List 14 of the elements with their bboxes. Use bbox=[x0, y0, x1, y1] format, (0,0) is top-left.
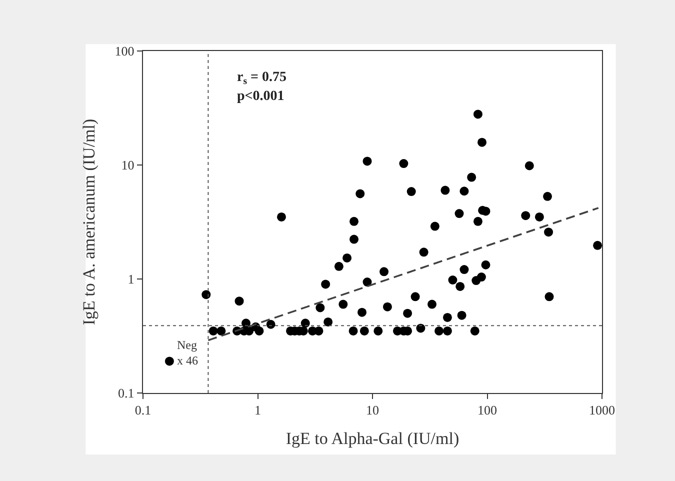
y-tick-label: 10 bbox=[121, 158, 134, 173]
annotation: Neg x 46 bbox=[177, 338, 198, 368]
x-tick-label: 1000 bbox=[589, 402, 615, 418]
x-tick-label: 1 bbox=[254, 402, 261, 418]
y-axis-title: IgE to A. americanum (IU/ml) bbox=[79, 118, 98, 326]
x-tick-label: 100 bbox=[478, 402, 497, 418]
y-tick-label: 0.1 bbox=[118, 386, 134, 401]
annotation: r$_{s}$ = 0.75 bbox=[237, 70, 287, 87]
x-tick-label: 0.1 bbox=[134, 402, 152, 418]
x-axis-title: IgE to Alpha-Gal (IU/ml) bbox=[286, 429, 460, 448]
y-tick-label: 1 bbox=[128, 272, 134, 287]
x-tick-label: 10 bbox=[366, 402, 379, 418]
y-tick-label: 100 bbox=[114, 44, 134, 59]
annotation: p<0.001 bbox=[237, 89, 284, 104]
